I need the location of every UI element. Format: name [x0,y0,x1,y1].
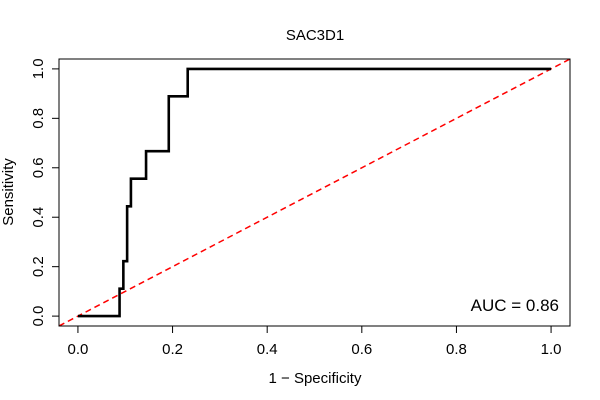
x-tick-label: 0.0 [67,341,88,358]
y-tick-label: 1.0 [30,58,47,79]
y-tick-label: 0.8 [30,108,47,129]
y-tick-label: 0.6 [30,157,47,178]
roc-curve-line [77,67,552,318]
auc-annotation: AUC = 0.86 [471,296,559,315]
y-axis: 0.0 0.2 0.4 0.6 0.8 1.0 [30,58,60,327]
x-tick-label: 0.2 [162,341,183,358]
plot-area [59,59,570,326]
x-axis-label: 1 − Specificity [269,370,362,387]
x-axis: 0.0 0.2 0.4 0.6 0.8 1.0 [67,325,562,358]
x-tick-label: 0.8 [446,341,467,358]
x-tick-label: 0.4 [257,341,278,358]
y-tick-label: 0.0 [30,306,47,327]
x-tick-label: 0.6 [351,341,372,358]
reference-diagonal-line [59,59,570,326]
y-axis-label: Sensitivity [0,158,17,226]
y-tick-label: 0.2 [30,256,47,277]
y-tick-label: 0.4 [30,207,47,228]
x-tick-label: 1.0 [541,341,562,358]
chart-title: SAC3D1 [286,27,344,44]
